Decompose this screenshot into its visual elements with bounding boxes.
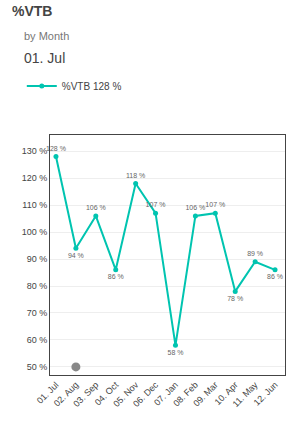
svg-text:03. Sep: 03. Sep	[71, 380, 100, 409]
svg-text:04. Oct: 04. Oct	[93, 379, 121, 407]
svg-text:12. Jun: 12. Jun	[252, 380, 280, 408]
svg-text:70 %: 70 %	[27, 308, 48, 318]
svg-text:107 %: 107 %	[205, 201, 225, 208]
svg-text:60 %: 60 %	[27, 335, 48, 345]
svg-text:%VTB: %VTB	[12, 3, 52, 19]
svg-text:107 %: 107 %	[146, 201, 166, 208]
svg-text:%VTB 128 %: %VTB 128 %	[62, 81, 122, 92]
svg-text:80 %: 80 %	[27, 281, 48, 291]
svg-text:01. Jul: 01. Jul	[35, 380, 61, 406]
svg-text:05. Nov: 05. Nov	[111, 379, 140, 408]
svg-text:86 %: 86 %	[108, 273, 124, 280]
svg-text:118 %: 118 %	[126, 172, 145, 179]
svg-text:58 %: 58 %	[167, 349, 183, 356]
svg-text:128 %: 128 %	[46, 145, 66, 152]
svg-text:10. Apr: 10. Apr	[213, 380, 240, 407]
svg-text:09. Mar: 09. Mar	[191, 380, 220, 409]
svg-text:78 %: 78 %	[227, 295, 243, 302]
svg-text:106 %: 106 %	[86, 204, 106, 211]
svg-text:06. Dec: 06. Dec	[131, 379, 160, 408]
svg-text:100 %: 100 %	[22, 227, 48, 237]
svg-text:120 %: 120 %	[22, 173, 48, 183]
svg-text:02. Aug: 02. Aug	[52, 380, 81, 409]
svg-text:130 %: 130 %	[22, 146, 48, 156]
svg-text:90 %: 90 %	[27, 254, 48, 264]
svg-text:by Month: by Month	[24, 30, 69, 42]
svg-text:86 %: 86 %	[267, 273, 283, 280]
svg-text:89 %: 89 %	[247, 250, 263, 257]
svg-text:50 %: 50 %	[27, 362, 48, 372]
svg-text:01. Jul: 01. Jul	[24, 50, 65, 66]
svg-text:11. May: 11. May	[230, 379, 260, 409]
svg-text:07. Jan: 07. Jan	[152, 380, 180, 408]
svg-text:106 %: 106 %	[185, 204, 205, 211]
svg-text:94 %: 94 %	[68, 252, 84, 259]
svg-text:08. Feb: 08. Feb	[171, 380, 200, 409]
svg-text:110 %: 110 %	[22, 200, 47, 210]
